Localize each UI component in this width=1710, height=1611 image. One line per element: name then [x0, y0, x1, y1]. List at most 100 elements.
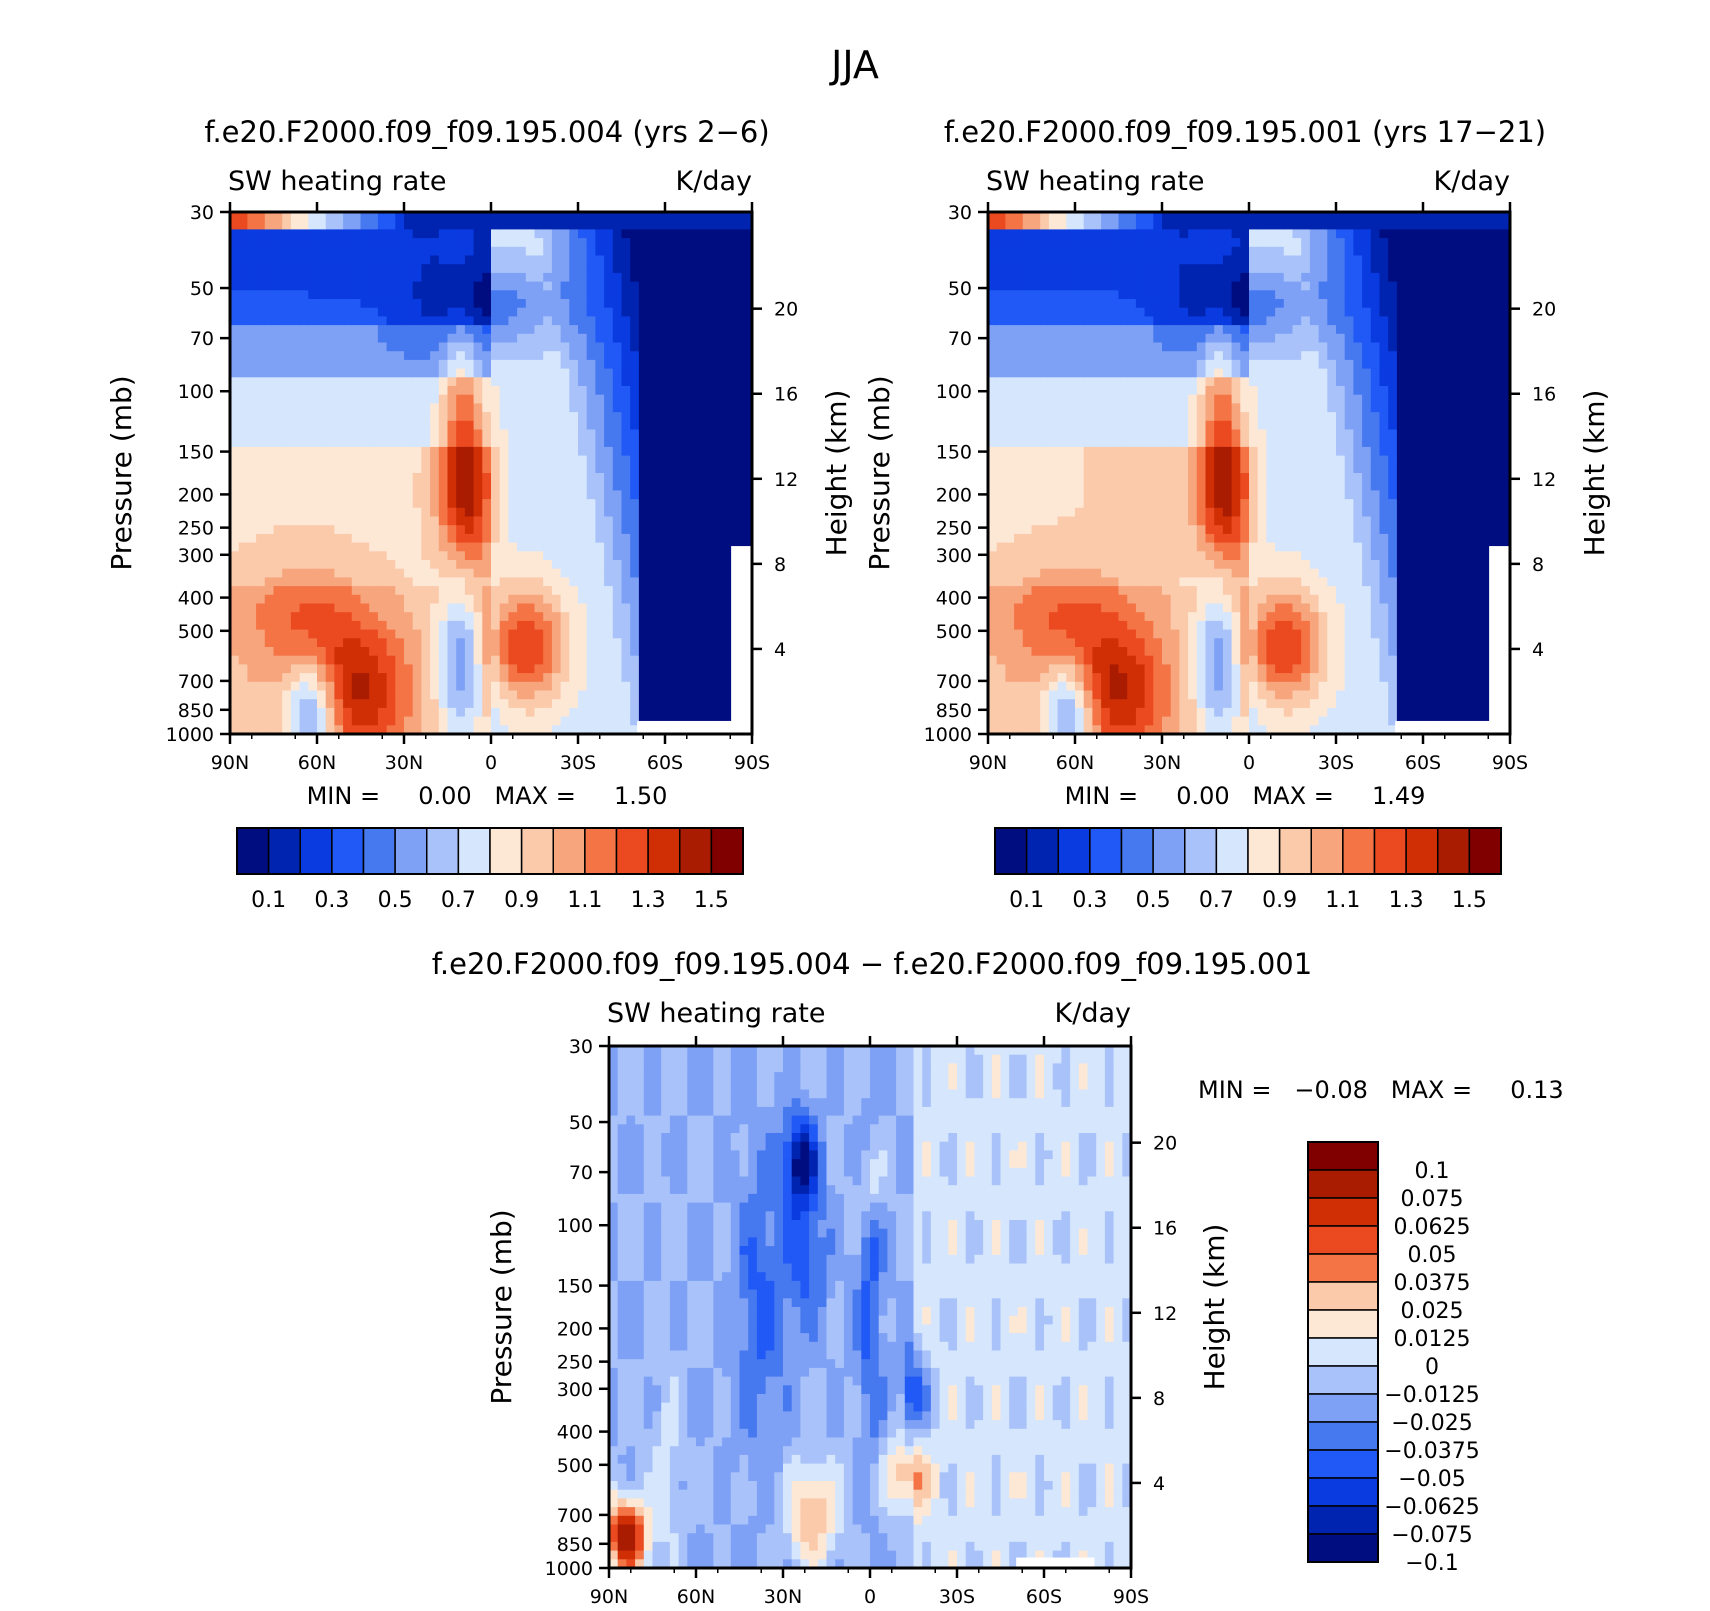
field-cell [996, 655, 1006, 665]
field-cell [1127, 403, 1137, 413]
field-cell [430, 412, 440, 422]
field-cell [273, 525, 283, 535]
field-cell [725, 594, 736, 605]
field-cell [386, 212, 396, 222]
field-cell [482, 307, 492, 317]
field-cell [264, 673, 275, 683]
field-cell [551, 299, 562, 309]
field-cell [604, 603, 614, 613]
colorbar-box [394, 827, 428, 875]
field-cell [1075, 264, 1085, 274]
field-cell [1014, 377, 1024, 387]
field-cell [691, 455, 701, 465]
field-cell [717, 533, 727, 544]
field-cell [1092, 638, 1102, 648]
field-cell [1075, 699, 1085, 709]
field-cell [369, 368, 379, 378]
field-cell [456, 629, 466, 639]
colorbar-box [710, 827, 744, 875]
field-cell [534, 212, 544, 222]
field-cell [299, 481, 309, 491]
field-cell [412, 568, 422, 578]
field-cell [438, 481, 449, 491]
field-cell [308, 725, 318, 735]
field-cell [430, 577, 440, 587]
field-cell [430, 429, 440, 439]
field-cell [1092, 351, 1102, 361]
field-cell [699, 603, 710, 613]
field-cell [1162, 716, 1172, 726]
field-cell [256, 473, 266, 483]
field-cell [317, 673, 327, 683]
field-cell [499, 325, 509, 335]
field-cell [1005, 707, 1015, 718]
field-cell [290, 464, 301, 474]
field-cell [473, 333, 483, 344]
field-cell [1022, 420, 1033, 431]
field-cell [1170, 255, 1180, 265]
field-cell [988, 290, 998, 300]
field-cell [273, 690, 283, 700]
field-cell [299, 307, 309, 317]
field-cell [578, 455, 588, 465]
field-cell [464, 342, 475, 352]
field-cell [256, 681, 266, 692]
field-cell [1092, 377, 1102, 387]
field-cell [673, 560, 683, 570]
field-cell [421, 542, 431, 552]
field-cell [299, 368, 309, 378]
field-cell [299, 533, 309, 544]
field-cell [673, 629, 683, 639]
field-cell [569, 647, 579, 657]
field-cell [238, 629, 248, 639]
field-cell [421, 464, 431, 474]
field-cell [369, 446, 379, 457]
field-cell [534, 577, 544, 587]
field-cell [1144, 229, 1154, 239]
field-cell [734, 307, 744, 317]
field-cell [369, 351, 379, 361]
field-cell [612, 499, 623, 509]
field-cell [1005, 725, 1015, 735]
field-cell [586, 412, 596, 422]
field-cell [1127, 507, 1137, 518]
field-cell [264, 647, 275, 657]
field-cell [630, 568, 640, 578]
y-tick-label: 150 [178, 442, 214, 464]
field-cell [1101, 446, 1111, 457]
field-cell [734, 386, 744, 396]
field-cell [743, 473, 753, 483]
field-cell [1092, 516, 1102, 526]
field-cell [308, 681, 318, 692]
field-cell [1057, 481, 1067, 491]
field-cell [325, 586, 335, 596]
field-cell [1162, 464, 1172, 474]
field-cell [230, 438, 240, 448]
field-cell [682, 246, 692, 257]
field-cell [491, 281, 501, 291]
field-cell [377, 446, 388, 457]
field-cell [708, 664, 718, 674]
field-cell [377, 638, 388, 648]
field-cell [247, 664, 257, 674]
field-cell [308, 386, 318, 396]
field-cell [447, 420, 457, 431]
field-cell [308, 238, 318, 248]
field-cell [551, 220, 562, 230]
field-cell [256, 629, 266, 639]
field-cell [464, 560, 475, 570]
field-cell [743, 368, 753, 378]
field-cell [1083, 246, 1093, 257]
field-cell [334, 594, 344, 605]
field-cell [438, 464, 449, 474]
field-cell [377, 707, 388, 718]
field-cell [517, 386, 527, 396]
x-tick-label: 60N [298, 752, 336, 774]
field-cell [360, 429, 370, 439]
field-cell [734, 377, 744, 387]
field-cell [412, 386, 422, 396]
field-cell [412, 438, 422, 448]
field-cell [1135, 542, 1146, 552]
field-cell [230, 377, 240, 387]
field-cell [1040, 577, 1050, 587]
